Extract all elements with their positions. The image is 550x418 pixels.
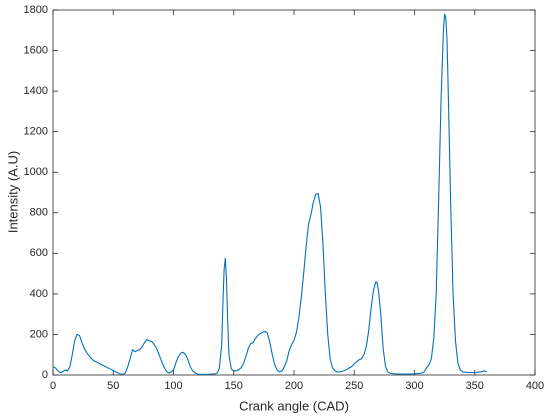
y-tick-label: 1000 <box>24 166 48 178</box>
y-tick-label: 400 <box>30 288 48 300</box>
x-tick-label: 100 <box>164 380 182 392</box>
plot-frame <box>52 9 536 376</box>
y-tick-label: 200 <box>30 328 48 340</box>
x-tick-label: 350 <box>466 380 484 392</box>
x-tick-label: 300 <box>405 380 423 392</box>
x-axis-label: Crank angle (CAD) <box>239 398 349 413</box>
y-tick-label: 800 <box>30 207 48 219</box>
y-tick-label: 1200 <box>24 126 48 138</box>
x-tick-label: 400 <box>526 380 544 392</box>
y-tick-label: 1600 <box>24 44 48 56</box>
data-line <box>52 13 488 375</box>
y-axis-label: Intensity (A.U) <box>5 151 20 233</box>
x-tick-label: 50 <box>107 380 119 392</box>
x-tick-label: 250 <box>345 380 363 392</box>
y-tick-label: 1400 <box>24 85 48 97</box>
y-tick-label: 600 <box>30 247 48 259</box>
x-tick-label: 200 <box>285 380 303 392</box>
y-tick-label: 0 <box>42 369 48 381</box>
x-tick-label: 0 <box>50 380 56 392</box>
x-tick-label: 150 <box>225 380 243 392</box>
y-tick-label: 1800 <box>24 4 48 16</box>
